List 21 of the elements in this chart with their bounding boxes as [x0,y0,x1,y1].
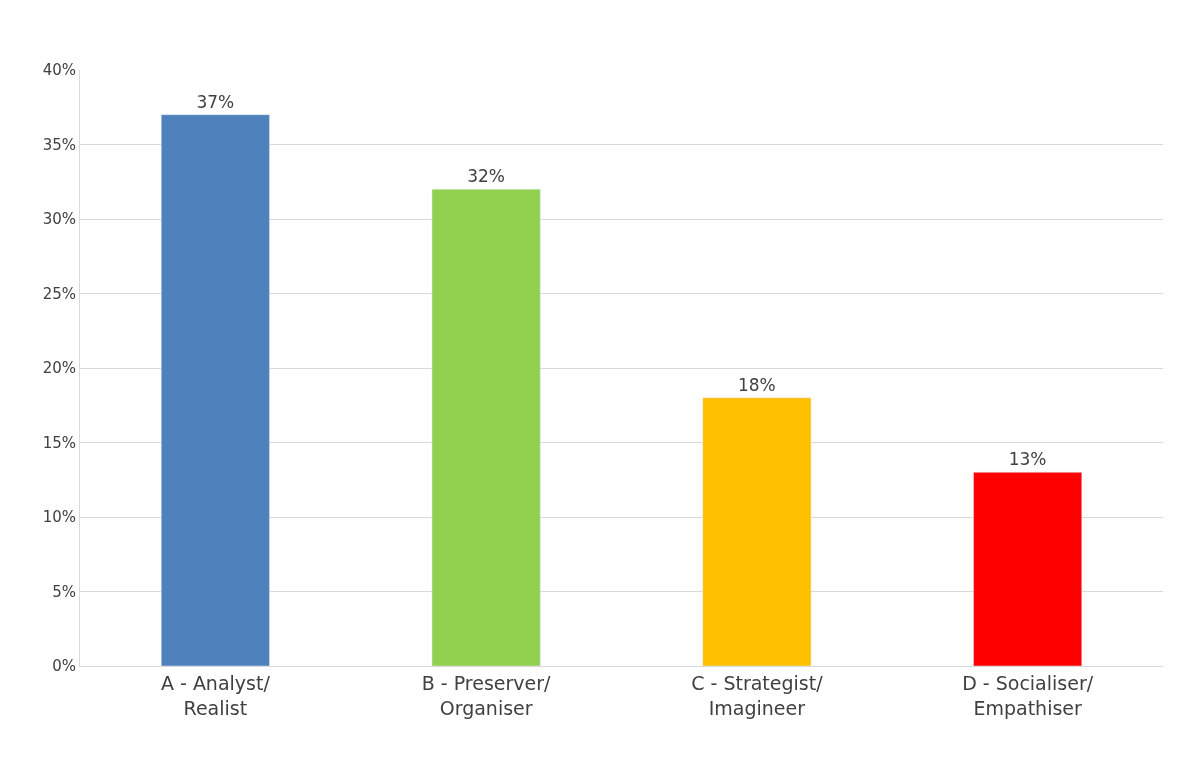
y-tick-label: 40% [42,61,76,80]
data-label: 32% [467,166,506,187]
x-tick-label: C - Strategist/ Imagineer [691,671,824,719]
y-tick-label: 20% [42,359,76,378]
y-tick-label: 0% [52,657,76,676]
x-tick-label: A - Analyst/ Realist [160,671,271,719]
bar [160,114,270,666]
x-tick-label: D - Socialiser/ Empathiser [962,671,1094,719]
y-tick-label: 35% [42,135,76,154]
y-tick-label: 25% [42,284,76,303]
data-label: 13% [1008,449,1047,470]
bar [973,472,1083,666]
y-tick-label: 15% [42,433,76,452]
bar [702,397,812,666]
y-tick-label: 30% [42,210,76,229]
data-label: 37% [196,91,235,112]
x-tick-label: B - Preserver/ Organiser [421,671,552,719]
bar [431,188,541,666]
y-tick-label: 5% [52,582,76,601]
y-tick-label: 10% [42,508,76,527]
data-label: 18% [737,374,776,395]
